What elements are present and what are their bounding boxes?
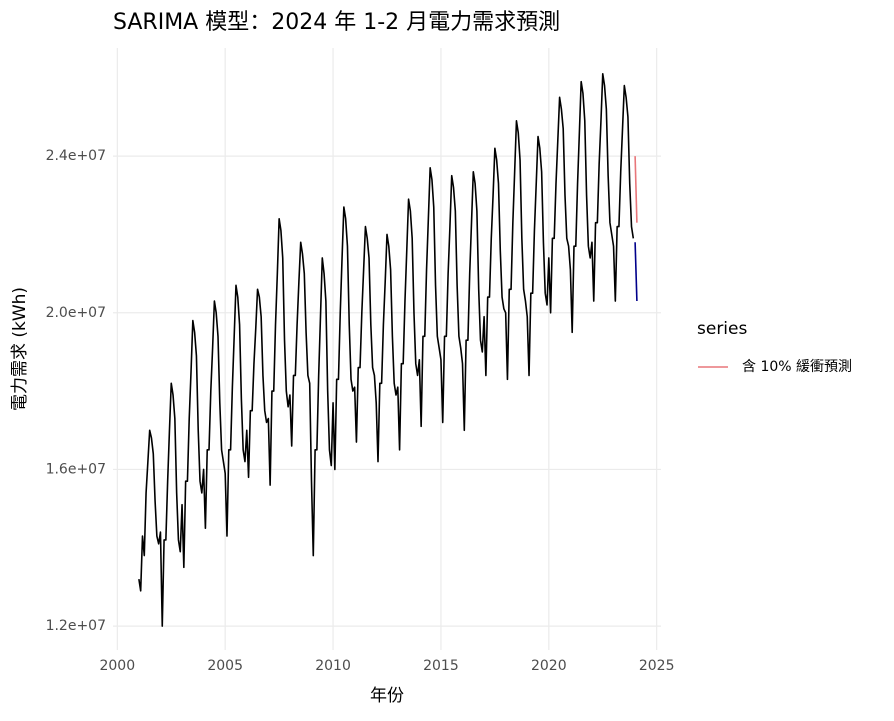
series-line (138, 73, 635, 627)
series-line (634, 242, 638, 302)
y-tick-label: 1.6e+07 (46, 461, 106, 477)
x-tick-label: 2020 (531, 658, 567, 674)
y-tick-label: 2.4e+07 (46, 148, 106, 164)
chart-title: SARIMA 模型：2024 年 1-2 月電力需求預測 (113, 10, 560, 35)
legend-label: 含 10% 緩衝預測 (742, 359, 852, 375)
legend-title: series (697, 319, 747, 339)
y-axis-label: 電力需求 (kWh) (10, 287, 30, 411)
x-tick-label: 2005 (207, 658, 243, 674)
series-line (634, 156, 638, 223)
x-axis-label: 年份 (370, 686, 404, 706)
y-tick-label: 1.2e+07 (46, 618, 106, 634)
y-tick-label: 2.0e+07 (46, 305, 106, 321)
x-tick-label: 2000 (99, 658, 135, 674)
x-tick-label: 2015 (423, 658, 459, 674)
x-tick-label: 2025 (639, 658, 675, 674)
x-tick-label: 2010 (315, 658, 351, 674)
